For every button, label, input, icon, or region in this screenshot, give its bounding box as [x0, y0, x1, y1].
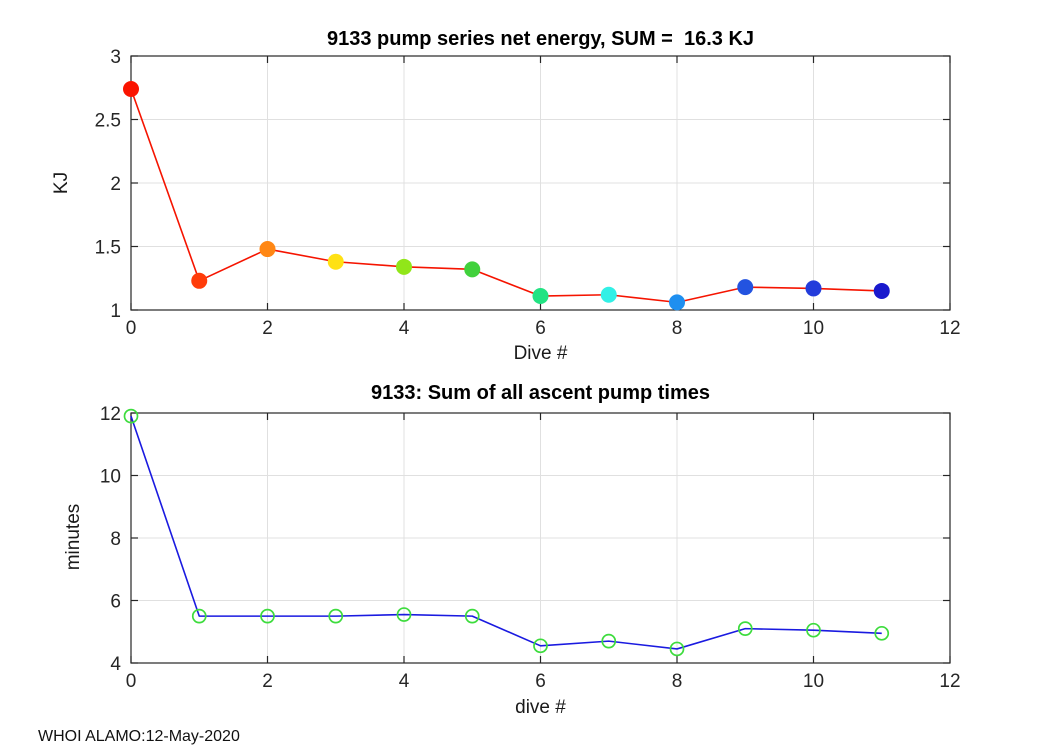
svg-text:4: 4 — [399, 318, 410, 339]
svg-text:8: 8 — [672, 671, 683, 692]
svg-text:6: 6 — [110, 592, 121, 613]
top-chart-xlabel: Dive # — [513, 343, 568, 364]
svg-text:8: 8 — [110, 529, 121, 550]
top-chart-ylabel: KJ — [51, 171, 72, 195]
svg-text:0: 0 — [126, 671, 137, 692]
data-point — [123, 81, 139, 98]
data-point — [533, 638, 548, 654]
svg-text:4: 4 — [110, 654, 121, 675]
svg-text:10: 10 — [803, 318, 824, 339]
svg-text:2: 2 — [262, 671, 273, 692]
svg-text:10: 10 — [100, 467, 121, 488]
svg-text:1: 1 — [110, 301, 121, 322]
data-point — [601, 633, 617, 649]
top-chart-title: 9133 pump series net energy, SUM = 16.3 … — [326, 28, 755, 50]
svg-text:10: 10 — [803, 671, 824, 692]
data-point — [191, 272, 208, 289]
data-point — [874, 625, 890, 641]
bottom-chart-plot: 0 2 4 6 8 10 12 4 6 8 10 12 — [100, 404, 961, 692]
data-point — [396, 258, 412, 275]
svg-text:12: 12 — [939, 671, 960, 692]
svg-text:6: 6 — [535, 318, 546, 339]
svg-text:12: 12 — [939, 318, 960, 339]
svg-text:3: 3 — [110, 47, 121, 68]
data-point — [737, 621, 753, 636]
data-point — [806, 622, 821, 638]
data-point — [123, 408, 139, 424]
data-point — [191, 608, 207, 624]
data-point — [737, 279, 754, 296]
data-point — [532, 288, 549, 305]
data-point — [805, 280, 822, 297]
bottom-chart-ylabel: minutes — [63, 503, 84, 571]
svg-text:2.5: 2.5 — [95, 111, 121, 132]
svg-text:12: 12 — [100, 404, 121, 425]
bottom-chart-xlabel: dive # — [515, 697, 566, 718]
data-point — [396, 607, 412, 622]
watermark-text: WHOI ALAMO:12-May-2020 — [38, 728, 240, 745]
svg-text:6: 6 — [535, 671, 546, 692]
data-point — [328, 608, 344, 624]
data-point — [259, 241, 276, 258]
svg-text:1.5: 1.5 — [95, 238, 121, 259]
svg-text:4: 4 — [399, 671, 410, 692]
chart-1-layers: 0 2 4 6 8 10 12 4 6 8 10 12 — [100, 404, 961, 692]
data-point — [260, 608, 275, 624]
chart-0-layers: 0 2 4 6 8 10 12 1 1.5 2 2.5 3 — [95, 47, 961, 339]
svg-text:0: 0 — [126, 318, 137, 339]
top-chart-plot: 0 2 4 6 8 10 12 1 1.5 2 2.5 3 — [95, 47, 961, 339]
data-point — [327, 253, 344, 270]
data-point — [873, 282, 890, 299]
data-point — [464, 608, 480, 624]
svg-text:2: 2 — [110, 174, 121, 195]
svg-text:8: 8 — [672, 318, 683, 339]
data-point — [464, 261, 481, 278]
svg-text:2: 2 — [262, 318, 273, 339]
data-point — [669, 641, 685, 657]
data-point — [669, 294, 685, 311]
bottom-chart-title: 9133: Sum of all ascent pump times — [371, 382, 710, 404]
data-point — [600, 286, 617, 303]
